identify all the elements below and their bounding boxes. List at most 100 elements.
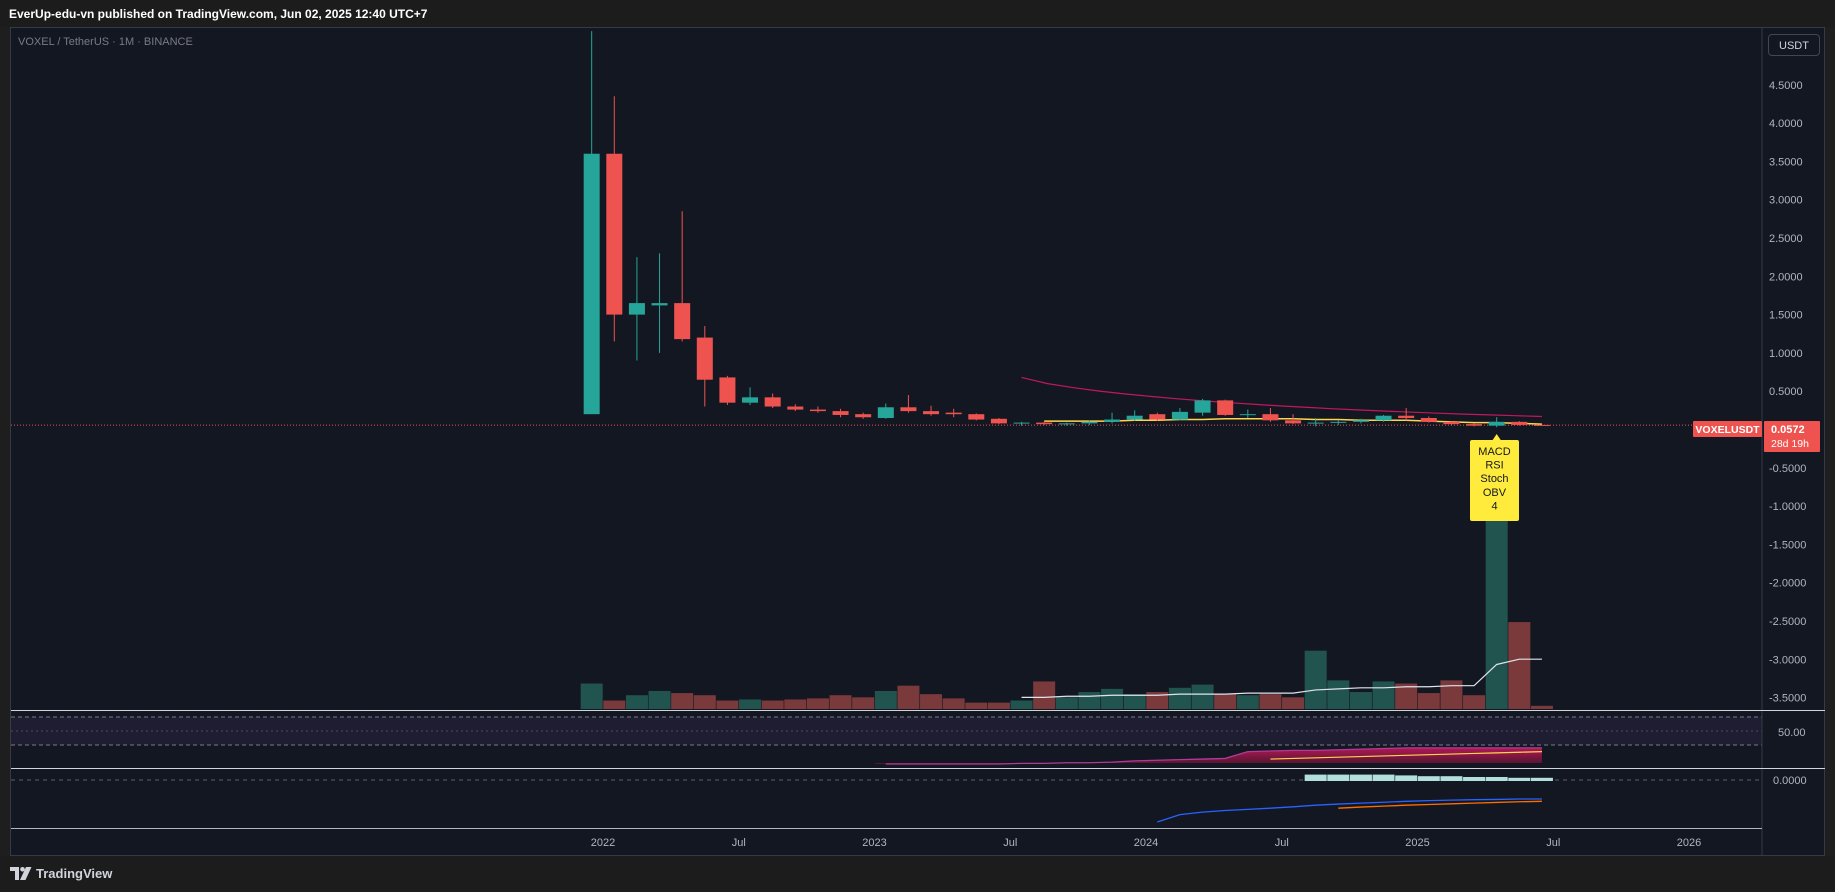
candle-body xyxy=(1375,415,1392,421)
brand[interactable]: TradingView xyxy=(10,866,112,881)
time-axis: 2022 Jul 2023 Jul 2024 Jul 2025 Jul 2026 xyxy=(591,837,1701,849)
candle xyxy=(1058,422,1075,426)
candle-body xyxy=(1104,419,1121,422)
candle-body xyxy=(1217,400,1234,415)
candle xyxy=(1420,416,1437,423)
candle-body xyxy=(855,414,872,418)
candle xyxy=(1352,418,1369,424)
candle xyxy=(923,405,940,416)
annotation-box xyxy=(1470,440,1519,521)
time-tick-label: 2026 xyxy=(1677,837,1701,849)
macd-histogram-bar xyxy=(1440,776,1463,781)
candle xyxy=(1443,421,1460,425)
volume-bar xyxy=(1508,622,1531,709)
volume-bar xyxy=(603,700,626,709)
volume-bar xyxy=(1395,683,1418,709)
candle-body xyxy=(1488,421,1505,426)
annotation-line: OBV xyxy=(1483,487,1507,499)
candle xyxy=(1171,408,1188,421)
candle-body xyxy=(1352,420,1369,422)
candle-body xyxy=(1081,421,1098,424)
price-tick-label: 1.0000 xyxy=(1769,348,1803,360)
candle-body xyxy=(1398,415,1415,419)
macd-histogram-bar xyxy=(1349,774,1372,781)
volume-bar xyxy=(874,690,897,709)
macd-histogram-bar xyxy=(1417,776,1440,781)
candle xyxy=(606,96,623,342)
candle xyxy=(990,418,1007,425)
currency-button[interactable]: USDT xyxy=(1768,34,1820,56)
candle-body xyxy=(945,412,962,415)
price-tag: VOXELUSDT 0.0572 28d 19h xyxy=(1693,421,1820,452)
volume-bar xyxy=(1417,693,1440,709)
obv-signal-line xyxy=(1338,800,1542,809)
volume-bar xyxy=(942,698,965,709)
candle-body xyxy=(1443,421,1460,425)
volume-bar xyxy=(1033,681,1056,709)
candle xyxy=(1285,414,1302,425)
candle-body xyxy=(968,414,985,420)
price-tick-label: 1.5000 xyxy=(1769,310,1803,322)
candle xyxy=(1104,412,1121,424)
candle xyxy=(877,403,894,419)
volume-bar xyxy=(1078,692,1101,709)
candle-body xyxy=(1126,415,1143,420)
volume-bar xyxy=(625,695,648,709)
time-tick-label: Jul xyxy=(1546,837,1560,849)
candle-body xyxy=(923,411,940,415)
candle xyxy=(696,326,713,407)
price-tick-label: -3.0000 xyxy=(1769,654,1806,666)
volume-bar xyxy=(920,694,943,709)
candle xyxy=(719,375,736,405)
candle xyxy=(628,257,645,361)
volume-bar xyxy=(829,695,852,709)
macd-histogram-bar xyxy=(1327,774,1350,781)
candle xyxy=(764,393,781,409)
candle-body xyxy=(1036,422,1053,425)
price-tick-label: 3.5000 xyxy=(1769,156,1803,168)
candle xyxy=(968,413,985,421)
candle-body xyxy=(696,337,713,380)
volume-bar xyxy=(1055,697,1078,709)
volume-bar xyxy=(1282,697,1305,709)
candle xyxy=(742,387,759,405)
price-tick-label: 0.5000 xyxy=(1769,386,1803,398)
time-tick-label: 2022 xyxy=(591,837,615,849)
time-tick-label: 2025 xyxy=(1405,837,1429,849)
candle xyxy=(1307,418,1324,427)
volume-bar xyxy=(1146,692,1169,709)
price-tick-label: 4.5000 xyxy=(1769,80,1803,92)
candle-body xyxy=(1307,422,1324,424)
tradingview-logo-icon xyxy=(10,867,32,880)
annotation-line: Stoch xyxy=(1480,473,1508,485)
rsi-area xyxy=(874,747,1542,764)
candle-body xyxy=(900,407,917,412)
symbol-title: VOXEL / TetherUS · 1M · BINANCE xyxy=(18,36,193,48)
ticker-tag-label: VOXELUSDT xyxy=(1695,424,1760,436)
candle-body xyxy=(809,409,826,412)
candle-body xyxy=(1149,414,1166,420)
chart-frame xyxy=(10,27,1825,856)
candle xyxy=(651,253,668,353)
volume-bar xyxy=(693,695,716,709)
volume-bar xyxy=(1485,486,1508,709)
candle xyxy=(855,412,872,419)
volume-bar xyxy=(648,690,671,709)
candle-body xyxy=(583,153,600,415)
volume-bar xyxy=(1327,680,1350,709)
price-tick-label: 2.5000 xyxy=(1769,233,1803,245)
rsi-line xyxy=(885,747,1542,765)
candle-body xyxy=(990,418,1007,424)
volume-bar xyxy=(671,693,694,709)
candle xyxy=(1036,421,1053,425)
price-tag-countdown: 28d 19h xyxy=(1771,438,1809,450)
time-tick-label: Jul xyxy=(732,837,746,849)
macd-histogram-bar xyxy=(1508,777,1531,781)
price-tag-value: 0.0572 xyxy=(1771,424,1805,436)
rsi-tick-label: 50.00 xyxy=(1778,727,1806,739)
candle xyxy=(674,211,691,342)
candle xyxy=(1375,414,1392,422)
candle xyxy=(787,404,804,412)
macd-tick-label: 0.0000 xyxy=(1773,775,1807,787)
